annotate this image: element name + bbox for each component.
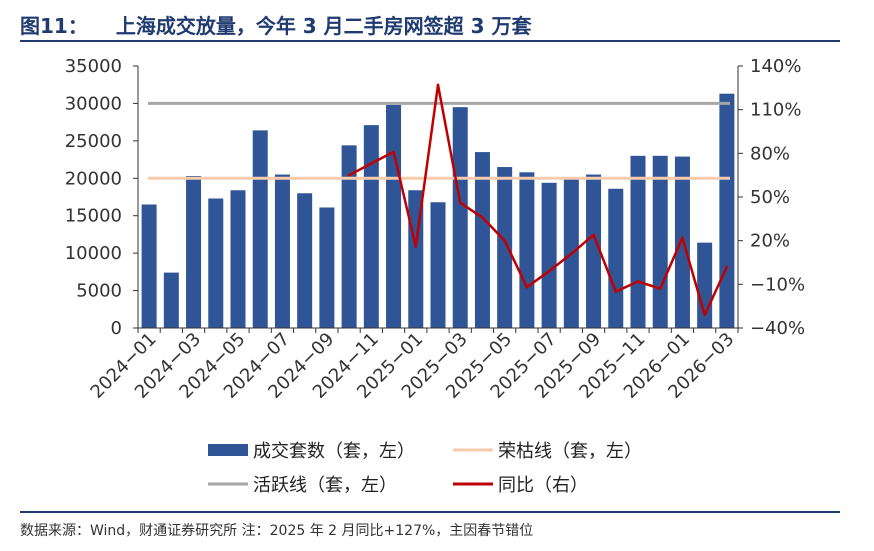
bar-2025-12 [652, 155, 668, 328]
right-tick-label: −10% [750, 274, 805, 295]
right-tick-label: −40% [750, 318, 805, 339]
left-tick-label: 5000 [76, 281, 122, 302]
right-tick-label: 50% [750, 187, 790, 208]
yoy-point-2026-01 [681, 236, 684, 240]
yoy-point-2025-06 [525, 285, 529, 289]
left-tick-label: 0 [111, 318, 122, 339]
left-tick-label: 35000 [65, 56, 122, 77]
bar-2025-09 [586, 174, 602, 328]
yoy-point-2025-12 [658, 287, 662, 291]
yoy-point-2024-12 [392, 150, 395, 154]
bar-2026-03 [719, 93, 735, 328]
bar-2024-11 [363, 125, 379, 328]
bar-2024-01 [141, 204, 157, 328]
bar-2024-09 [319, 207, 335, 328]
bar-2024-07 [274, 174, 290, 328]
legend-yoy-label: 同比（右） [498, 475, 588, 496]
left-tick-label: 20000 [65, 168, 122, 189]
left-tick-label: 10000 [65, 243, 122, 264]
bar-2025-10 [608, 188, 624, 328]
bar-2024-02 [163, 272, 179, 328]
figure-title: 图11： 上海成交放量，今年 3 月二手房网签超 3 万套 [20, 10, 532, 39]
bar-2024-12 [386, 104, 402, 328]
yoy-point-2025-08 [570, 252, 573, 256]
figure-title-text: 上海成交放量，今年 3 月二手房网签超 3 万套 [115, 14, 532, 38]
yoy-point-2025-10 [614, 290, 618, 293]
bar-2024-08 [297, 193, 313, 328]
legend: 成交套数（套，左） 荣枯线（套，左） 活跃线（套，左） 同比（右） [208, 441, 642, 496]
bar-2025-05 [497, 167, 513, 328]
yoy-point-2025-03 [458, 201, 462, 205]
bar-2025-02 [430, 202, 446, 328]
bar-2025-07 [541, 182, 557, 328]
bar-2024-03 [186, 176, 202, 328]
left-tick-label: 25000 [65, 131, 122, 152]
bottom-rule [20, 511, 840, 513]
legend-bar-swatch [208, 444, 248, 456]
yoy-point-2026-02 [703, 313, 706, 317]
top-rule [20, 40, 840, 42]
left-tick-label: 30000 [65, 93, 122, 114]
left-tick-label: 15000 [65, 206, 122, 227]
figure-number: 图11： [20, 14, 88, 38]
yoy-point-2025-07 [547, 269, 551, 273]
yoy-point-2025-02 [436, 83, 440, 87]
bar-2025-03 [452, 107, 468, 329]
bar-2024-06 [252, 130, 268, 328]
right-tick-label: 80% [750, 143, 790, 164]
bar-2024-04 [208, 198, 224, 328]
right-tick-label: 20% [750, 231, 790, 252]
yoy-point-2026-03 [725, 265, 729, 269]
right-tick-label: 140% [750, 56, 801, 77]
yoy-point-2025-01 [414, 245, 418, 248]
yoy-point-2024-10 [347, 173, 351, 177]
bar-2024-10 [341, 145, 357, 328]
reference-lines [148, 101, 730, 180]
bar-2025-11 [630, 155, 646, 328]
legend-prosperity-label: 荣枯线（套，左） [498, 441, 642, 462]
yoy-point-2025-09 [592, 233, 595, 237]
yoy-point-2025-11 [636, 280, 640, 283]
bar-2025-06 [519, 172, 535, 328]
source-note: 数据来源：Wind，财通证券研究所 注：2025 年 2 月同比+127%，主因… [20, 523, 534, 539]
bar-2025-04 [474, 152, 490, 328]
yoy-point-2025-04 [481, 216, 484, 219]
legend-bar-label: 成交套数（套，左） [253, 441, 415, 462]
legend-active-label: 活跃线（套，左） [253, 475, 397, 496]
bar-series [141, 93, 735, 329]
yoy-point-2024-11 [370, 162, 373, 165]
yoy-line [348, 83, 729, 317]
yoy-series [347, 83, 729, 317]
bar-2024-05 [230, 190, 246, 328]
right-tick-label: 110% [750, 100, 801, 121]
yoy-point-2025-05 [503, 239, 506, 242]
